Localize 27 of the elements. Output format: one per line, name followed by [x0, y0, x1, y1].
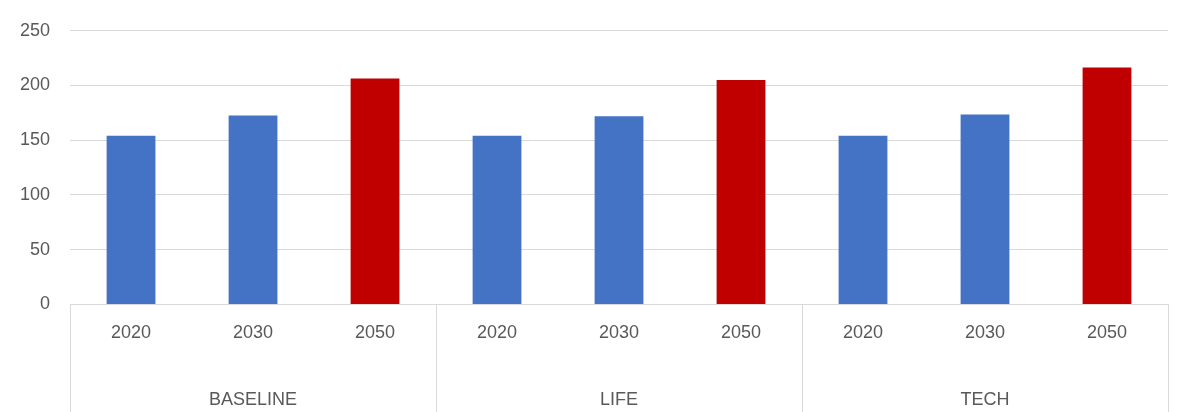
bar [1082, 67, 1132, 304]
bar [838, 135, 888, 304]
x-tick-label: 2030 [233, 322, 274, 343]
y-tick-label: 0 [40, 293, 51, 314]
x-tick-label: 2050 [355, 322, 396, 343]
x-tick-label: 2020 [111, 322, 152, 343]
bar [106, 135, 156, 304]
y-tick-label: 150 [19, 129, 51, 150]
y-tick-label: 100 [19, 183, 51, 204]
bar [350, 78, 400, 304]
bar [716, 80, 766, 304]
text: BASELINE [209, 388, 298, 409]
y-tick-label: 200 [19, 74, 51, 95]
bar [594, 116, 644, 304]
x-tick-label: 2020 [477, 322, 518, 343]
bar [228, 115, 278, 304]
bar [960, 114, 1010, 304]
text: LIFE [600, 388, 639, 409]
y-tick-label: 50 [30, 238, 51, 259]
y-tick-label: 250 [19, 19, 51, 40]
text: TECH [960, 388, 1010, 409]
x-tick-label: 2030 [964, 322, 1006, 343]
x-tick-label: 2030 [598, 322, 640, 343]
x-tick-label: 2050 [720, 322, 762, 343]
x-tick-label: 2050 [1086, 322, 1128, 343]
bar [472, 135, 522, 304]
x-tick-label: 2020 [842, 322, 884, 343]
